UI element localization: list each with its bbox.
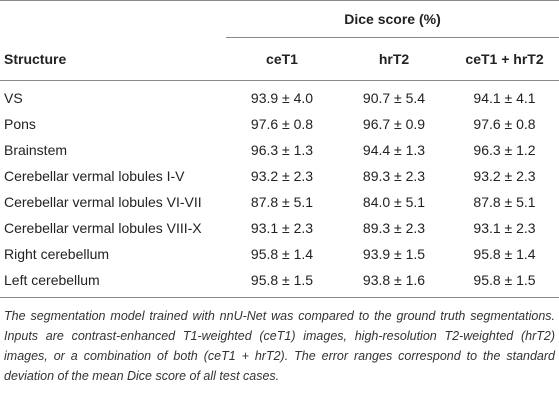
table-row: Cerebellar vermal lobules VI-VII 87.8 ± 5… bbox=[0, 189, 559, 215]
value-cell: 93.8 ± 1.6 bbox=[338, 267, 450, 298]
blank-cell bbox=[0, 0, 226, 38]
table-row: Brainstem 96.3 ± 1.3 94.4 ± 1.3 96.3 ± 1.2 bbox=[0, 137, 559, 163]
structure-cell: VS bbox=[4, 90, 23, 106]
group-header-row: Dice score (%) bbox=[0, 0, 559, 38]
table-body: VS 93.9 ± 4.0 90.7 ± 5.4 94.1 ± 4.1 Pons 97.6… bbox=[0, 81, 559, 298]
column-header: hrT2 bbox=[338, 37, 450, 81]
structure-cell: Left cerebellum bbox=[0, 267, 226, 298]
structure-cell: Pons bbox=[4, 116, 36, 132]
results-table: Dice score (%) Structure ceT1 hrT2 ceT1 + h… bbox=[0, 0, 559, 298]
value-cell: 87.8 ± 5.1 bbox=[473, 194, 536, 210]
value-cell: 89.3 ± 2.3 bbox=[362, 220, 426, 236]
column-header-row: Structure ceT1 hrT2 ceT1 + hrT2 bbox=[0, 37, 559, 81]
table-row: Left cerebellum 95.8 ± 1.5 93.8 ± 1.6 95.8 … bbox=[0, 267, 559, 298]
structure-cell: Brainstem bbox=[4, 142, 68, 158]
column-header: Structure bbox=[0, 37, 226, 81]
structure-cell: Right cerebellum bbox=[4, 246, 110, 262]
value-cell: 93.9 ± 4.0 bbox=[250, 90, 314, 106]
value-cell: 96.7 ± 0.9 bbox=[362, 116, 426, 132]
value-cell: 90.7 ± 5.4 bbox=[362, 90, 426, 106]
value-cell: 95.8 ± 1.5 bbox=[450, 267, 559, 298]
table-row: Pons 97.6 ± 0.8 96.7 ± 0.9 97.6 ± 0.8 bbox=[0, 111, 559, 137]
value-cell: 96.3 ± 1.3 bbox=[250, 142, 314, 158]
value-cell: 93.2 ± 2.3 bbox=[250, 168, 314, 184]
value-cell: 94.1 ± 4.1 bbox=[473, 90, 536, 106]
table-row: VS 93.9 ± 4.0 90.7 ± 5.4 94.1 ± 4.1 bbox=[0, 81, 559, 112]
column-header: ceT1 + hrT2 bbox=[450, 37, 559, 81]
structure-cell: Cerebellar vermal lobules VIII-X bbox=[4, 220, 202, 236]
value-cell: 97.6 ± 0.8 bbox=[473, 116, 536, 132]
value-cell: 93.2 ± 2.3 bbox=[473, 168, 536, 184]
value-cell: 95.8 ± 1.4 bbox=[250, 246, 314, 262]
value-cell: 93.9 ± 1.5 bbox=[362, 246, 426, 262]
table-row: Cerebellar vermal lobules I-V 93.2 ± 2.3 8… bbox=[0, 163, 559, 189]
group-header: Dice score (%) bbox=[226, 0, 559, 38]
value-cell: 89.3 ± 2.3 bbox=[362, 168, 426, 184]
structure-cell: Cerebellar vermal lobules VI-VII bbox=[4, 194, 202, 210]
value-cell: 93.1 ± 2.3 bbox=[250, 220, 314, 236]
value-cell: 93.1 ± 2.3 bbox=[473, 220, 536, 236]
value-cell: 94.4 ± 1.3 bbox=[362, 142, 426, 158]
table-row: Cerebellar vermal lobules VIII-X 93.1 ± 2… bbox=[0, 215, 559, 241]
caption: The segmentation model trained with nnU-… bbox=[4, 309, 555, 383]
value-cell: 84.0 ± 5.1 bbox=[362, 194, 426, 210]
structure-cell: Cerebellar vermal lobules I-V bbox=[4, 168, 185, 184]
value-cell: 95.8 ± 1.5 bbox=[226, 267, 338, 298]
value-cell: 97.6 ± 0.8 bbox=[250, 116, 314, 132]
value-cell: 96.3 ± 1.2 bbox=[473, 142, 536, 158]
table-row: Right cerebellum 95.8 ± 1.4 93.9 ± 1.5 95.8… bbox=[0, 241, 559, 267]
value-cell: 95.8 ± 1.4 bbox=[473, 246, 536, 262]
column-header: ceT1 bbox=[226, 37, 338, 81]
value-cell: 87.8 ± 5.1 bbox=[250, 194, 314, 210]
